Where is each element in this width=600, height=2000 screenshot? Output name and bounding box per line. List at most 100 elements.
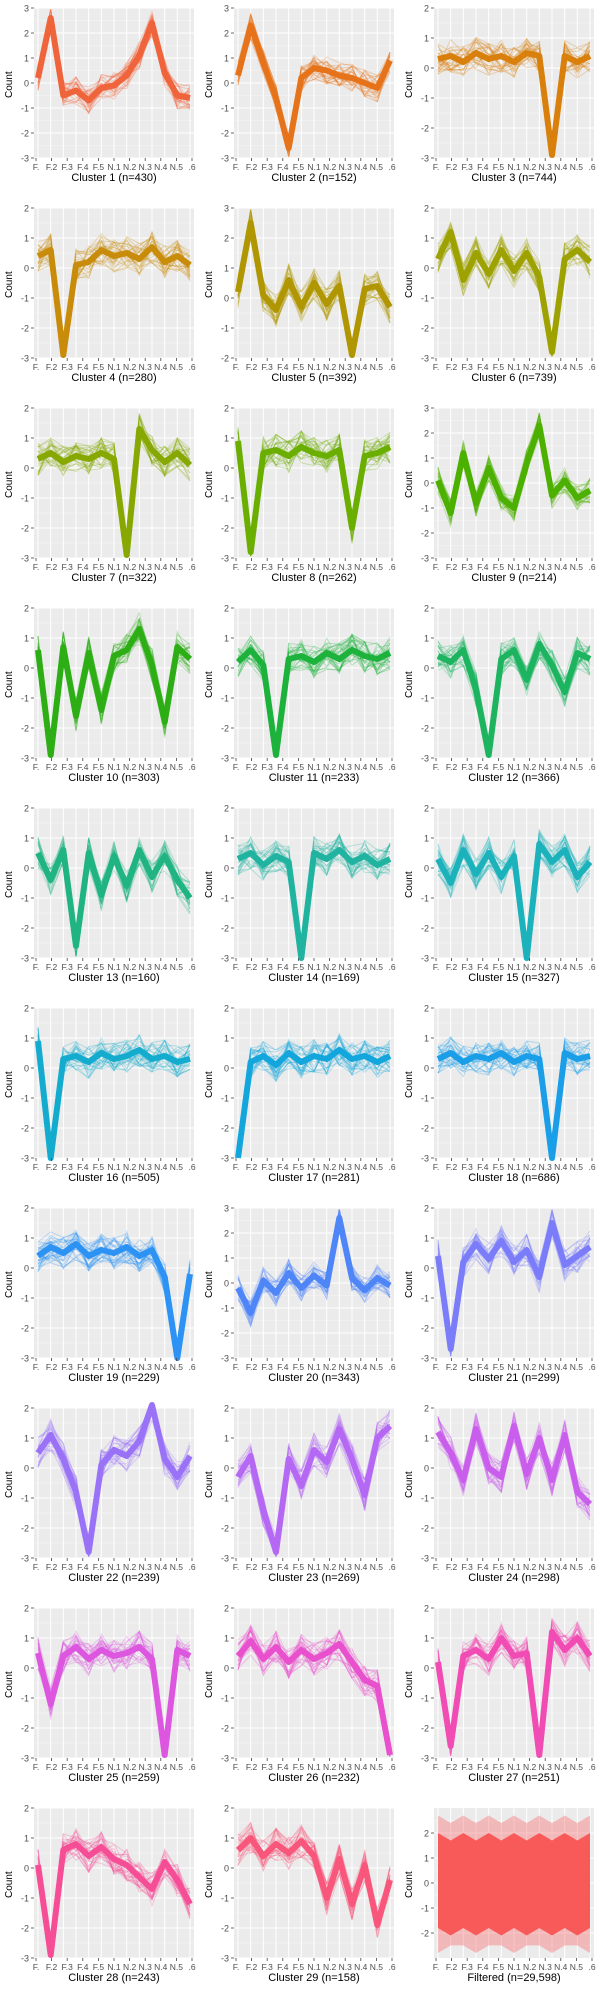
y-tick-label: 0 bbox=[224, 1664, 229, 1674]
y-tick-label: 1 bbox=[424, 834, 429, 844]
member-line bbox=[437, 642, 591, 756]
y-tick-label: 0 bbox=[24, 1664, 29, 1674]
y-tick-label: 0 bbox=[224, 664, 229, 674]
x-tick-label: N.4 bbox=[354, 1962, 368, 1972]
y-axis-label: Count bbox=[204, 1271, 215, 1298]
x-tick-label: N.5 bbox=[170, 962, 184, 972]
member-line bbox=[37, 425, 191, 557]
member-line bbox=[237, 1041, 391, 1146]
member-line bbox=[37, 841, 191, 957]
member-line bbox=[37, 425, 191, 545]
member-line bbox=[37, 628, 191, 745]
core-trend-line bbox=[436, 641, 592, 758]
x-tick-label: N.3 bbox=[539, 962, 553, 972]
cluster-title: Cluster 15 (n=327) bbox=[468, 972, 560, 984]
x-tick-label: N.5 bbox=[370, 1162, 384, 1172]
x-tick-label: F.3 bbox=[462, 1562, 474, 1572]
x-tick-label: F.5 bbox=[93, 762, 105, 772]
y-tick-label: 2 bbox=[24, 29, 29, 39]
x-tick-label: F.3 bbox=[462, 562, 474, 572]
x-tick-label: N.3 bbox=[139, 962, 153, 972]
member-line bbox=[37, 426, 191, 557]
x-tick-label: N.5 bbox=[570, 1562, 584, 1572]
x-tick-label: N.1 bbox=[107, 1162, 121, 1172]
core-trend-line bbox=[435, 841, 593, 961]
y-tick-label: -1 bbox=[421, 294, 429, 304]
x-tick-label: .6 bbox=[188, 1962, 195, 1972]
member-line bbox=[37, 1407, 191, 1557]
x-tick-label: N.3 bbox=[539, 362, 553, 372]
x-tick-label: .6 bbox=[588, 362, 595, 372]
y-tick-label: -2 bbox=[21, 1124, 29, 1134]
x-tick-label: .6 bbox=[188, 1162, 195, 1172]
y-tick-label: 0 bbox=[224, 1464, 229, 1474]
member-line bbox=[37, 1407, 191, 1552]
member-line bbox=[437, 45, 591, 153]
x-tick-label: .6 bbox=[388, 1962, 395, 1972]
cluster-title: Cluster 1 (n=430) bbox=[71, 172, 157, 184]
core-trend-line bbox=[235, 440, 392, 555]
x-tick-label: .6 bbox=[388, 762, 395, 772]
x-tick-label: F.5 bbox=[93, 1962, 105, 1972]
member-line bbox=[437, 1038, 591, 1157]
y-tick-label: -1 bbox=[421, 1294, 429, 1304]
y-tick-label: 0 bbox=[24, 664, 29, 674]
x-tick-label: N.1 bbox=[307, 962, 321, 972]
member-line bbox=[237, 1209, 391, 1328]
member-line bbox=[237, 21, 391, 140]
y-tick-label: -2 bbox=[221, 1724, 229, 1734]
x-tick-label: F.3 bbox=[262, 1562, 274, 1572]
y-tick-label: 2 bbox=[24, 204, 29, 214]
member-line bbox=[237, 833, 391, 957]
x-tick-label: .6 bbox=[388, 162, 395, 172]
x-tick-label: F.2 bbox=[246, 962, 258, 972]
member-line bbox=[237, 1824, 391, 1919]
y-tick-label: -2 bbox=[421, 1724, 429, 1734]
member-line bbox=[237, 841, 391, 946]
x-tick-label: N.4 bbox=[554, 1362, 568, 1372]
y-tick-label: 0 bbox=[224, 1279, 229, 1289]
x-tick-label: .6 bbox=[188, 162, 195, 172]
y-tick-label: -2 bbox=[221, 724, 229, 734]
x-tick-label: N.2 bbox=[323, 962, 337, 972]
x-tick-label: F.3 bbox=[462, 762, 474, 772]
y-axis-label: Count bbox=[404, 1671, 415, 1698]
member-line bbox=[437, 639, 591, 748]
y-tick-label: 1 bbox=[424, 1634, 429, 1644]
y-tick-label: 1 bbox=[224, 1034, 229, 1044]
y-tick-label: -3 bbox=[421, 1554, 429, 1564]
x-tick-label: N.1 bbox=[307, 162, 321, 172]
x-tick-label: N.3 bbox=[139, 762, 153, 772]
core-trend-line bbox=[435, 422, 592, 516]
x-tick-label: N.5 bbox=[370, 762, 384, 772]
series-lines bbox=[435, 1411, 593, 1521]
cluster-panel: 2 1 0 -1 -2 -3 F. F.2 F.3 F.4 F.5 N.1 N.2 N.3 N.4 N.5 .6… bbox=[0, 200, 200, 400]
y-tick-label: -1 bbox=[221, 1094, 229, 1104]
member-line bbox=[237, 1637, 391, 1757]
x-tick-label: N.2 bbox=[323, 762, 337, 772]
member-line bbox=[237, 1229, 391, 1306]
x-tick-label: F. bbox=[233, 162, 240, 172]
x-tick-label: .6 bbox=[588, 1162, 595, 1172]
member-line bbox=[237, 634, 391, 757]
core-trend-line bbox=[235, 220, 393, 358]
y-tick-label: -3 bbox=[21, 954, 29, 964]
x-tick-label: .6 bbox=[188, 1762, 195, 1772]
cluster-panel: 2 1 0 -1 -2 -3 F. F.2 F.3 F.4 F.5 N.1 N.2 N.3 N.4 N.5 .6… bbox=[0, 1400, 200, 1600]
member-line bbox=[37, 1844, 191, 1957]
x-tick-label: F.4 bbox=[77, 1962, 89, 1972]
y-tick-label: -1 bbox=[21, 104, 29, 114]
y-tick-label: -1 bbox=[221, 1694, 229, 1704]
x-tick-label: .6 bbox=[588, 162, 595, 172]
member-line bbox=[237, 1040, 391, 1157]
y-tick-label: -2 bbox=[221, 524, 229, 534]
x-tick-label: F.2 bbox=[46, 362, 58, 372]
x-tick-label: N.3 bbox=[539, 1362, 553, 1372]
x-tick-label: F.3 bbox=[462, 1162, 474, 1172]
x-tick-label: F.3 bbox=[62, 1762, 74, 1772]
x-tick-label: .6 bbox=[388, 362, 395, 372]
core-trend-line bbox=[35, 1841, 193, 1958]
x-tick-label: F.4 bbox=[477, 762, 489, 772]
x-tick-label: F.3 bbox=[262, 362, 274, 372]
